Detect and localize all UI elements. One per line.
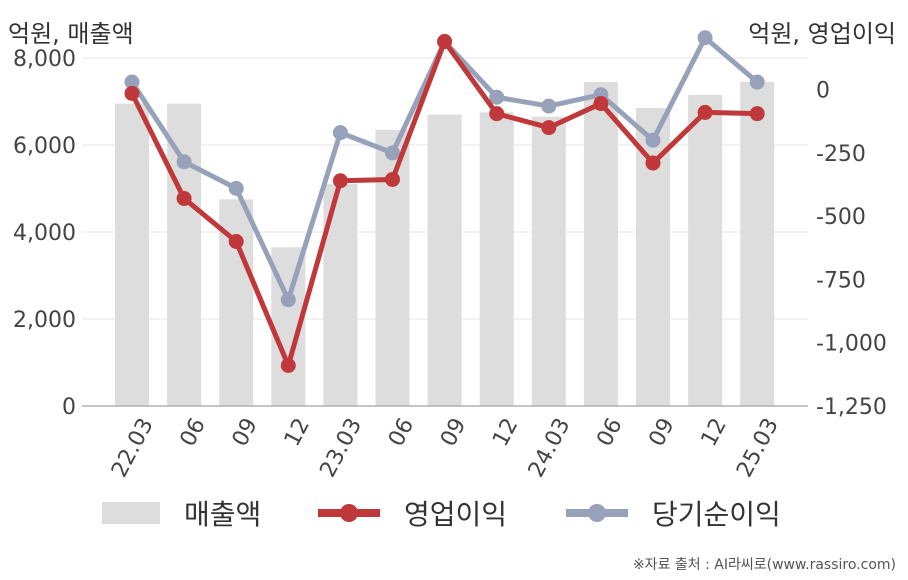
y-left-tick-label: 2,000 <box>13 308 76 333</box>
point-operating-income <box>541 120 557 136</box>
y-left-tick-label: 6,000 <box>13 134 76 159</box>
point-net-income <box>228 180 244 196</box>
point-operating-income <box>124 85 140 101</box>
point-net-income <box>124 74 140 90</box>
legend-swatch-operating <box>318 502 380 524</box>
point-net-income <box>541 98 557 114</box>
legend: 매출액 영업이익 당기순이익 <box>0 488 908 538</box>
x-tick-label: 24.03 <box>524 414 576 480</box>
point-operating-income <box>228 233 244 249</box>
legend-label-revenue: 매출액 <box>184 498 262 531</box>
point-net-income <box>280 292 296 308</box>
x-tick-label: 06 <box>592 414 627 450</box>
point-operating-income <box>697 104 713 120</box>
point-net-income <box>645 132 661 148</box>
legend-swatch-net <box>566 502 628 524</box>
y-right-tick-label: -500 <box>816 205 866 230</box>
bar-revenue <box>375 129 410 406</box>
legend-swatch-revenue <box>102 502 160 524</box>
left-axis-unit: 억원, 매출액 <box>8 20 134 48</box>
bar-revenue <box>167 103 202 407</box>
y-right-tick-label: -750 <box>816 268 866 293</box>
point-operating-income <box>385 171 400 187</box>
legend-item-operating: 영업이익 <box>318 488 507 538</box>
point-operating-income <box>332 173 348 189</box>
x-tick-label: 12 <box>488 414 523 450</box>
point-operating-income <box>489 106 505 122</box>
combo-chart: 0 2,000 4,000 6,000 8,000 -1,250 -1,000 -750 -50… <box>13 30 887 480</box>
bar-revenue <box>531 116 566 406</box>
point-net-income <box>697 30 713 46</box>
y-left-tick-label: 8,000 <box>13 47 76 72</box>
x-tick-label: 09 <box>436 414 471 450</box>
x-tick-label: 25.03 <box>732 414 784 480</box>
legend-item-revenue: 매출액 <box>102 488 261 538</box>
bar-revenue <box>688 94 723 406</box>
point-net-income <box>385 145 400 161</box>
point-operating-income <box>176 190 192 206</box>
point-net-income <box>176 154 192 170</box>
bar-revenue <box>479 112 514 406</box>
y-right-tick-label: -1,000 <box>816 332 887 357</box>
legend-item-net: 당기순이익 <box>566 488 781 538</box>
bar-revenue <box>583 81 618 407</box>
x-tick-label: 09 <box>228 414 263 450</box>
x-tick-label: 06 <box>176 414 211 450</box>
point-operating-income <box>749 106 765 122</box>
bar-revenue <box>115 103 149 407</box>
x-tick-label: 09 <box>645 414 680 450</box>
bar-revenue <box>740 81 775 407</box>
bar-revenue <box>427 114 462 407</box>
legend-label-net: 당기순이익 <box>652 498 781 531</box>
x-tick-label: 23.03 <box>315 414 367 480</box>
right-axis-unit: 억원, 영업이익 <box>748 20 896 48</box>
x-tick-label: 12 <box>280 414 315 450</box>
y-right-tick-label: -250 <box>816 142 866 167</box>
x-tick-label: 06 <box>384 414 419 450</box>
x-tick-label: 22.03 <box>107 414 159 480</box>
point-operating-income <box>437 34 453 50</box>
x-tick-label: 12 <box>697 414 732 450</box>
y-right-tick-label: 0 <box>816 79 830 104</box>
y-left-tick-label: 0 <box>62 395 76 420</box>
y-left-tick-label: 4,000 <box>13 221 76 246</box>
point-operating-income <box>593 96 609 112</box>
legend-label-operating: 영업이익 <box>404 498 508 531</box>
source-note: ※자료 출처 : AI라씨로(www.rassiro.com) <box>632 557 896 573</box>
point-net-income <box>749 74 765 90</box>
y-right-tick-label: -1,250 <box>816 395 887 420</box>
point-operating-income <box>280 358 296 374</box>
point-net-income <box>489 89 505 105</box>
point-operating-income <box>645 155 661 171</box>
point-net-income <box>332 125 348 141</box>
